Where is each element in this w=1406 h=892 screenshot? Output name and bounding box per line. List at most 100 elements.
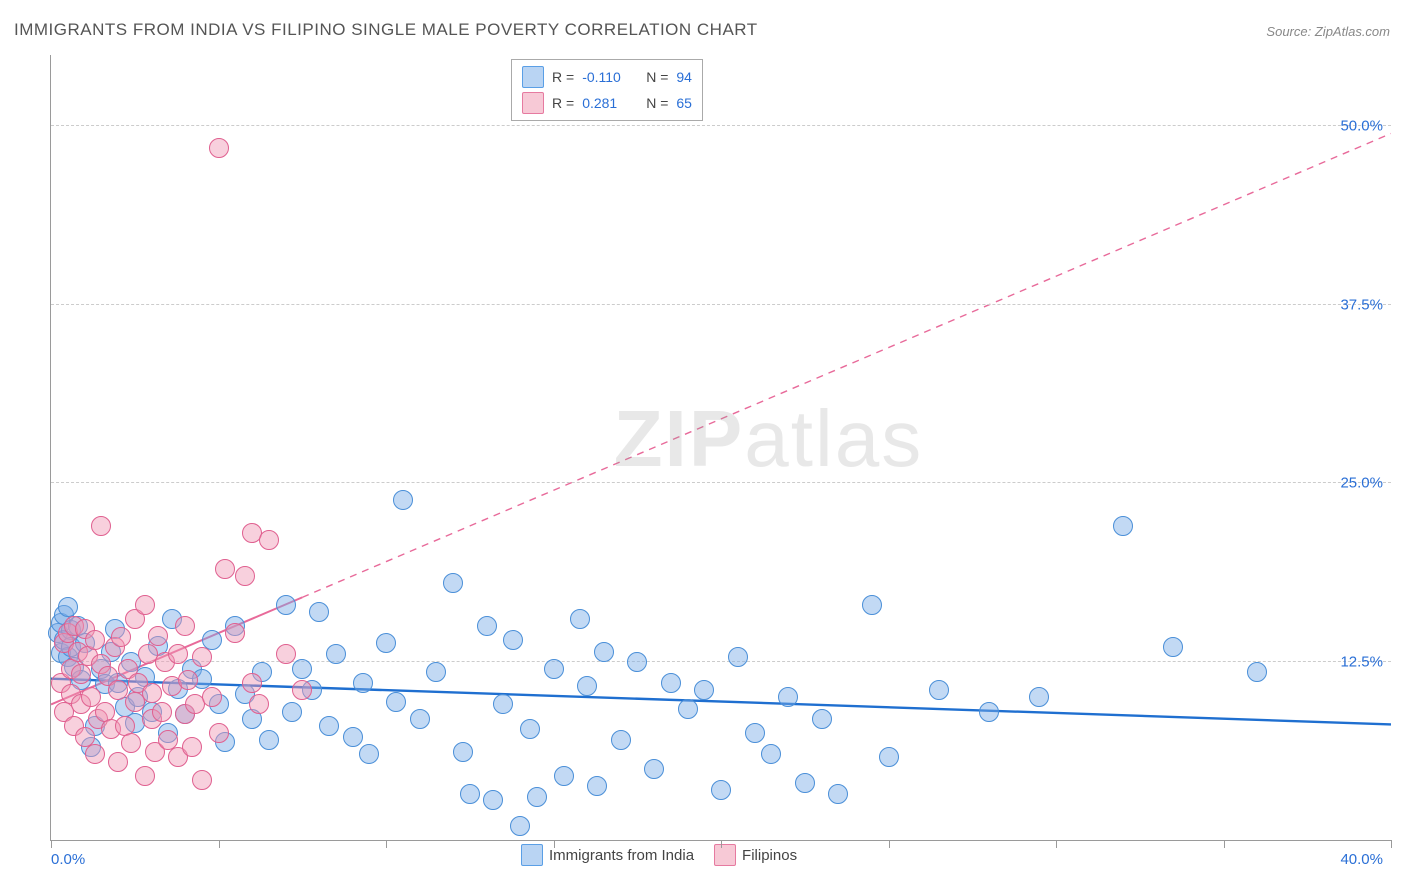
data-point-india bbox=[503, 630, 523, 650]
watermark: ZIPatlas bbox=[614, 393, 923, 485]
series-legend-label: Filipinos bbox=[742, 847, 797, 864]
data-point-india bbox=[319, 716, 339, 736]
legend-r-value: 0.281 bbox=[582, 95, 638, 111]
legend-n-label: N = bbox=[646, 69, 668, 85]
data-point-filipinos bbox=[71, 664, 91, 684]
source-name: ZipAtlas.com bbox=[1315, 24, 1390, 39]
data-point-india bbox=[443, 573, 463, 593]
data-point-india bbox=[879, 747, 899, 767]
data-point-india bbox=[627, 652, 647, 672]
data-point-filipinos bbox=[85, 744, 105, 764]
watermark-zip: ZIP bbox=[614, 394, 744, 483]
data-point-india bbox=[292, 659, 312, 679]
trend-line bbox=[302, 134, 1391, 598]
x-tick bbox=[51, 840, 52, 848]
legend-r-label: R = bbox=[552, 69, 574, 85]
x-axis-min-label: 0.0% bbox=[51, 851, 85, 868]
data-point-india bbox=[761, 744, 781, 764]
data-point-india bbox=[678, 699, 698, 719]
legend-n-value: 94 bbox=[676, 69, 692, 85]
data-point-filipinos bbox=[215, 559, 235, 579]
series-legend-label: Immigrants from India bbox=[549, 847, 694, 864]
data-point-india bbox=[58, 597, 78, 617]
data-point-filipinos bbox=[168, 644, 188, 664]
data-point-india bbox=[259, 730, 279, 750]
data-point-filipinos bbox=[242, 673, 262, 693]
data-point-india bbox=[644, 759, 664, 779]
data-point-filipinos bbox=[111, 627, 131, 647]
legend-swatch bbox=[522, 92, 544, 114]
data-point-india bbox=[510, 816, 530, 836]
data-point-india bbox=[594, 642, 614, 662]
chart-title: IMMIGRANTS FROM INDIA VS FILIPINO SINGLE… bbox=[14, 20, 758, 40]
data-point-india bbox=[611, 730, 631, 750]
legend-swatch bbox=[522, 66, 544, 88]
data-point-filipinos bbox=[249, 694, 269, 714]
x-tick bbox=[721, 840, 722, 848]
data-point-india bbox=[483, 790, 503, 810]
data-point-india bbox=[554, 766, 574, 786]
y-gridline bbox=[51, 125, 1391, 126]
y-gridline bbox=[51, 661, 1391, 662]
data-point-india bbox=[359, 744, 379, 764]
watermark-rest: atlas bbox=[744, 394, 923, 483]
data-point-india bbox=[1163, 637, 1183, 657]
data-point-filipinos bbox=[148, 626, 168, 646]
data-point-india bbox=[778, 687, 798, 707]
x-tick bbox=[1224, 840, 1225, 848]
y-gridline bbox=[51, 304, 1391, 305]
data-point-india bbox=[979, 702, 999, 722]
data-point-india bbox=[326, 644, 346, 664]
stats-legend-row: R =0.281N =65 bbox=[522, 90, 692, 116]
data-point-india bbox=[544, 659, 564, 679]
x-tick bbox=[219, 840, 220, 848]
data-point-india bbox=[460, 784, 480, 804]
data-point-filipinos bbox=[175, 616, 195, 636]
legend-n-label: N = bbox=[646, 95, 668, 111]
data-point-filipinos bbox=[182, 737, 202, 757]
x-tick bbox=[1056, 840, 1057, 848]
y-gridline bbox=[51, 482, 1391, 483]
data-point-filipinos bbox=[276, 644, 296, 664]
legend-swatch bbox=[714, 844, 736, 866]
source-attribution: Source: ZipAtlas.com bbox=[1266, 24, 1390, 39]
data-point-filipinos bbox=[178, 670, 198, 690]
data-point-india bbox=[520, 719, 540, 739]
data-point-india bbox=[343, 727, 363, 747]
data-point-india bbox=[929, 680, 949, 700]
data-point-filipinos bbox=[209, 723, 229, 743]
data-point-india bbox=[493, 694, 513, 714]
data-point-filipinos bbox=[209, 138, 229, 158]
x-tick bbox=[386, 840, 387, 848]
x-tick bbox=[1391, 840, 1392, 848]
data-point-india bbox=[426, 662, 446, 682]
data-point-india bbox=[812, 709, 832, 729]
data-point-india bbox=[393, 490, 413, 510]
data-point-india bbox=[745, 723, 765, 743]
data-point-filipinos bbox=[135, 766, 155, 786]
data-point-india bbox=[276, 595, 296, 615]
data-point-india bbox=[795, 773, 815, 793]
y-tick-label: 12.5% bbox=[1340, 653, 1383, 670]
data-point-india bbox=[587, 776, 607, 796]
data-point-india bbox=[1029, 687, 1049, 707]
source-label: Source: bbox=[1266, 24, 1311, 39]
scatter-plot: ZIPatlas R =-0.110N =94R =0.281N =65 Imm… bbox=[50, 55, 1391, 841]
legend-r-label: R = bbox=[552, 95, 574, 111]
x-tick bbox=[554, 840, 555, 848]
data-point-filipinos bbox=[259, 530, 279, 550]
data-point-filipinos bbox=[85, 630, 105, 650]
y-tick-label: 25.0% bbox=[1340, 475, 1383, 492]
y-tick-label: 50.0% bbox=[1340, 118, 1383, 135]
data-point-india bbox=[577, 676, 597, 696]
data-point-india bbox=[694, 680, 714, 700]
data-point-filipinos bbox=[121, 733, 141, 753]
series-legend: Immigrants from India Filipinos bbox=[521, 844, 797, 866]
data-point-india bbox=[527, 787, 547, 807]
x-tick bbox=[889, 840, 890, 848]
data-point-india bbox=[410, 709, 430, 729]
data-point-filipinos bbox=[91, 516, 111, 536]
data-point-filipinos bbox=[292, 680, 312, 700]
data-point-india bbox=[661, 673, 681, 693]
y-tick-label: 37.5% bbox=[1340, 296, 1383, 313]
